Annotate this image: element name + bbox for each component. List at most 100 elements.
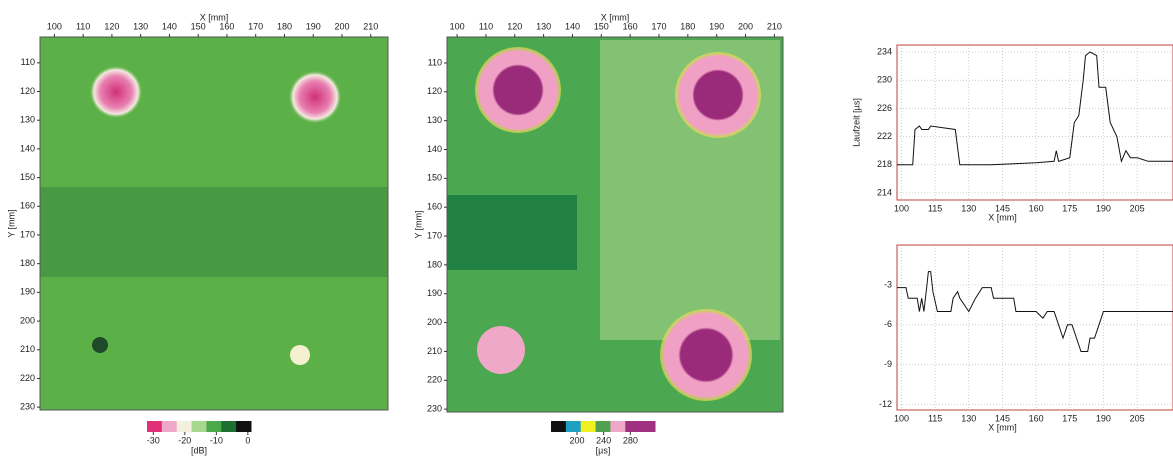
y-tick-label: 190: [20, 287, 35, 297]
y-tick-label: 190: [427, 288, 442, 298]
x-tick-label: 115: [928, 413, 942, 423]
y-tick-label: 160: [427, 202, 442, 212]
y-tick-label: 140: [20, 143, 35, 153]
x-axis-label: X [mm]: [601, 12, 630, 22]
y-tick-label: 110: [21, 57, 35, 67]
y-axis-label: Laufzeit [µs]: [851, 98, 861, 147]
heatmap-feature: [477, 326, 525, 374]
x-tick-label: 210: [767, 21, 782, 31]
colorbar-label: [dB]: [191, 445, 207, 455]
colorbar-tick-label: 0: [245, 435, 250, 445]
x-tick-label: 140: [565, 21, 580, 31]
y-tick-label: 180: [427, 259, 442, 269]
x-tick-label: 100: [47, 21, 62, 31]
x-tick-label: 190: [1096, 413, 1111, 423]
y-tick-label: -12: [879, 399, 892, 409]
x-tick-label: 130: [133, 21, 148, 31]
x-tick-label: 110: [479, 21, 493, 31]
colorbar-swatch: [147, 421, 163, 432]
plot-frame: [896, 244, 1173, 411]
x-tick-label: 160: [1029, 203, 1044, 213]
x-tick-label: 100: [894, 413, 909, 423]
heatmap-feature: [92, 337, 108, 353]
x-axis-label: X [mm]: [200, 12, 229, 22]
x-tick-label: 160: [219, 21, 234, 31]
x-tick-label: 130: [961, 413, 976, 423]
colorbar-tick-label: -30: [147, 435, 160, 445]
heatmap-feature: [290, 345, 310, 365]
heatmap-band: [40, 187, 388, 277]
x-axis-label: X [mm]: [988, 212, 1017, 222]
y-tick-label: 220: [427, 375, 442, 385]
y-tick-label: 110: [428, 57, 442, 67]
colorbar-swatch: [595, 421, 611, 432]
y-tick-label: 230: [427, 403, 442, 413]
heatmap-feature: [660, 309, 752, 401]
x-tick-label: 200: [334, 21, 349, 31]
y-tick-label: 150: [427, 173, 442, 183]
x-tick-label: 120: [104, 21, 119, 31]
colorbar-swatch: [206, 421, 222, 432]
x-tick-label: 145: [995, 413, 1010, 423]
x-tick-label: 170: [248, 21, 263, 31]
x-tick-label: 160: [1029, 413, 1044, 423]
x-tick-label: 130: [961, 203, 976, 213]
colorbar-swatch: [221, 421, 237, 432]
heatmap-feature: [475, 47, 561, 133]
y-tick-label: 200: [427, 317, 442, 327]
x-tick-label: 150: [191, 21, 206, 31]
y-tick-label: 210: [20, 344, 35, 354]
x-tick-label: 115: [928, 203, 942, 213]
y-tick-label: 120: [20, 86, 35, 96]
colorbar-label: [µs]: [596, 445, 611, 455]
x-tick-label: 175: [1062, 413, 1077, 423]
y-tick-label: 130: [20, 115, 35, 125]
x-tick-label: 210: [363, 21, 378, 31]
y-tick-label: 150: [20, 172, 35, 182]
colorbar-swatch: [161, 421, 178, 432]
colorbar-swatch: [565, 421, 582, 432]
x-tick-label: 200: [738, 21, 753, 31]
x-tick-label: 100: [894, 203, 909, 213]
data-line: [897, 51, 1173, 166]
y-tick-label: -3: [884, 279, 892, 289]
x-tick-label: 180: [680, 21, 695, 31]
y-tick-label: 180: [20, 258, 35, 268]
y-tick-label: 230: [877, 75, 892, 85]
x-tick-label: 130: [536, 21, 551, 31]
x-tick-label: 160: [623, 21, 638, 31]
colorbar-tick-label: 200: [569, 435, 584, 445]
y-tick-label: 130: [427, 115, 442, 125]
colorbar-swatch: [625, 421, 641, 432]
x-tick-label: 205: [1130, 203, 1145, 213]
x-tick-label: 205: [1130, 413, 1145, 423]
y-tick-label: 220: [20, 373, 35, 383]
y-tick-label: 234: [877, 46, 892, 56]
y-tick-label: 226: [877, 103, 892, 113]
y-tick-label: -9: [884, 359, 892, 369]
colorbar-swatch: [236, 421, 252, 432]
x-tick-label: 150: [594, 21, 609, 31]
colorbar-swatch: [191, 421, 207, 432]
colorbar-swatch: [176, 421, 193, 432]
x-tick-label: 140: [162, 21, 177, 31]
y-tick-label: 214: [877, 187, 892, 197]
y-tick-label: 218: [877, 159, 892, 169]
x-tick-label: 110: [76, 21, 90, 31]
colorbar-swatch: [580, 421, 597, 432]
y-tick-label: 230: [20, 402, 35, 412]
data-line: [897, 271, 1173, 352]
colorbar-tick-label: 240: [596, 435, 611, 445]
x-tick-label: 120: [507, 21, 522, 31]
y-tick-label: 210: [427, 346, 442, 356]
y-tick-label: -6: [884, 319, 892, 329]
y-tick-label: 200: [20, 315, 35, 325]
x-tick-label: 145: [995, 203, 1010, 213]
x-tick-label: 190: [709, 21, 724, 31]
colorbar-tick-label: 280: [623, 435, 638, 445]
colorbar-tick-label: -20: [178, 435, 191, 445]
x-tick-label: 175: [1062, 203, 1077, 213]
x-tick-label: 170: [651, 21, 666, 31]
plot-frame: [446, 36, 784, 413]
